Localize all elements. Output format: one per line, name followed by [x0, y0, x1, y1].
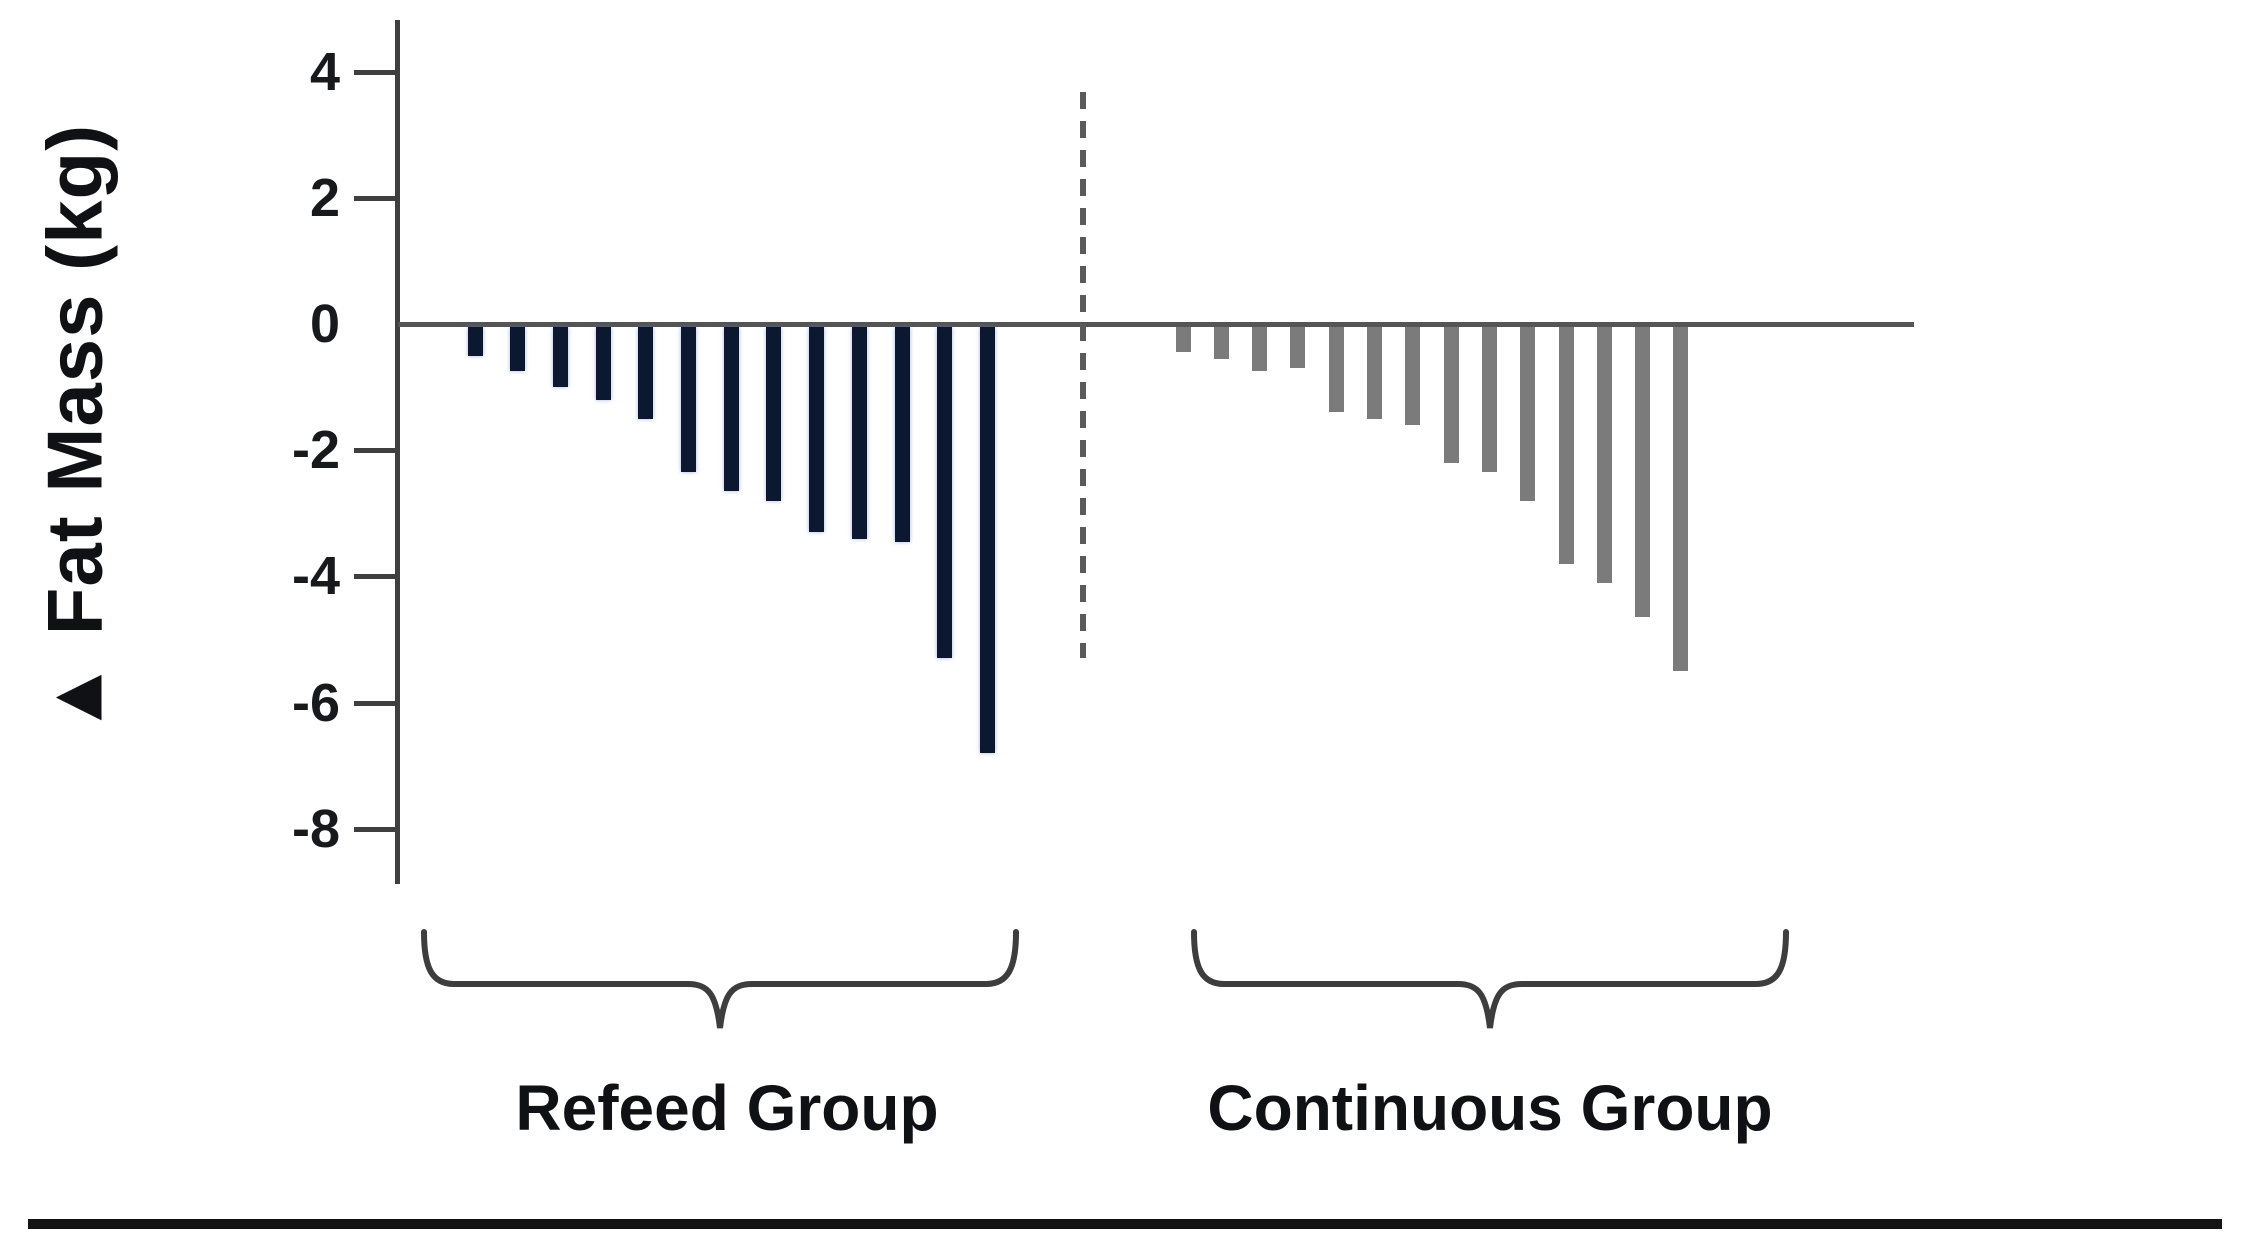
y-tick-label--8: -8: [291, 798, 340, 859]
bar-refeed-8: [766, 327, 782, 501]
bar-refeed-6: [681, 327, 696, 473]
bar-continuous-11: [1558, 327, 1574, 564]
y-tick-label--2: -2: [291, 420, 340, 481]
bar-continuous-13: [1635, 327, 1651, 618]
bar-refeed-13: [979, 327, 995, 754]
bar-continuous-5: [1328, 327, 1344, 413]
bar-continuous-1: [1175, 327, 1191, 353]
bar-refeed-1: [467, 327, 483, 356]
bar-refeed-11: [894, 327, 910, 542]
y-tick--4: [354, 574, 398, 580]
bar-refeed-7: [723, 327, 739, 492]
y-tick--8: [354, 826, 398, 832]
bar-continuous-4: [1290, 327, 1306, 369]
bar-continuous-2: [1213, 327, 1229, 359]
bar-refeed-5: [638, 327, 654, 419]
bar-refeed-3: [552, 327, 568, 388]
y-tick-label-2: 2: [309, 167, 340, 228]
bar-continuous-6: [1367, 327, 1382, 419]
bar-continuous-12: [1596, 327, 1612, 583]
refeed-group-label: Refeed Group: [515, 1072, 939, 1144]
bar-refeed-9: [809, 327, 825, 533]
continuous-group-brace: [1191, 929, 1789, 1029]
bar-refeed-12: [937, 327, 953, 659]
y-axis-title: ▲ Fat Mass (kg): [30, 123, 119, 737]
bar-refeed-4: [595, 327, 611, 400]
group-divider-dashed-line: [1080, 92, 1086, 658]
bar-refeed-2: [510, 327, 526, 372]
zero-baseline: [398, 322, 1914, 327]
y-tick-2: [354, 195, 398, 201]
y-tick--2: [354, 448, 398, 454]
bar-continuous-8: [1443, 327, 1459, 463]
refeed-group-brace: [421, 929, 1019, 1029]
bar-continuous-14: [1673, 327, 1689, 672]
bar-continuous-7: [1405, 327, 1421, 425]
bar-refeed-10: [851, 327, 867, 539]
y-tick-4: [354, 69, 398, 75]
y-tick-label--6: -6: [291, 672, 340, 733]
bar-continuous-10: [1520, 327, 1536, 501]
y-tick--6: [354, 700, 398, 706]
bar-continuous-9: [1481, 327, 1497, 473]
y-tick-label--4: -4: [291, 546, 340, 607]
bottom-horizontal-rule: [28, 1219, 2222, 1229]
y-tick-label-0: 0: [309, 294, 340, 354]
y-tick-label-4: 4: [309, 41, 340, 102]
continuous-group-label: Continuous Group: [1207, 1072, 1773, 1144]
bar-continuous-3: [1252, 327, 1268, 372]
